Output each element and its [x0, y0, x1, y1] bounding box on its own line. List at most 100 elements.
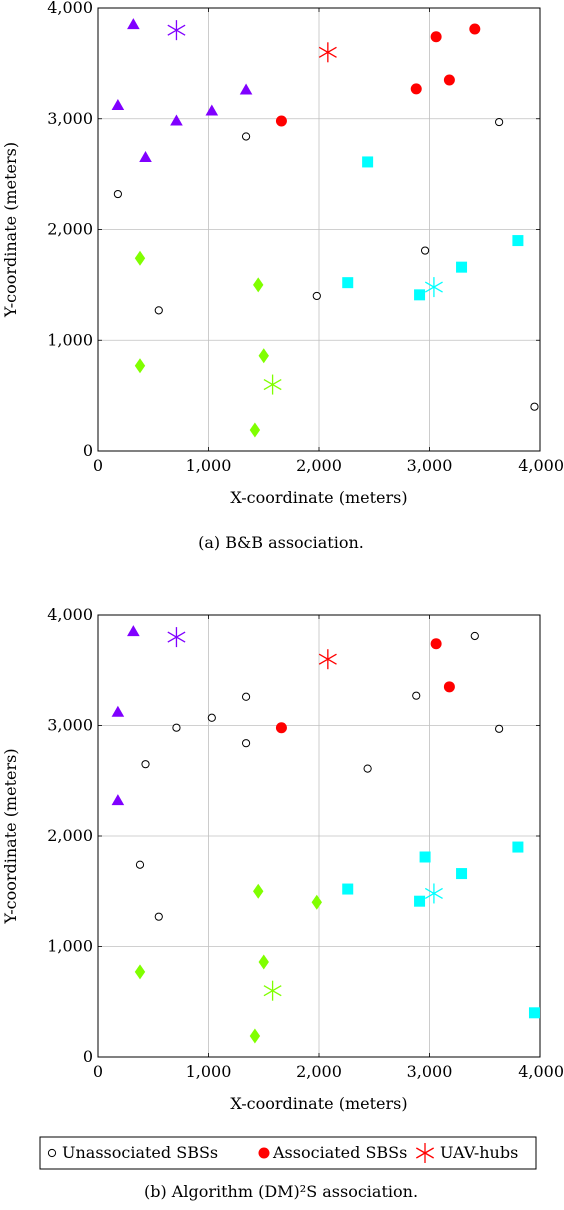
cluster-sbs-diamond	[253, 277, 264, 293]
y-tick-label: 4,000	[47, 0, 93, 17]
associated-sbs-point	[469, 23, 481, 35]
legend-uav-label: UAV-hubs	[440, 1143, 518, 1162]
figure-caption: (a) B&B association.	[198, 533, 364, 552]
y-tick-label: 0	[83, 441, 93, 460]
unassociated-sbs-point	[241, 739, 251, 748]
cluster-sbs-triangle	[127, 18, 140, 30]
legend-uav-marker	[416, 1143, 434, 1163]
x-tick-label: 3,000	[407, 456, 453, 475]
cluster-sbs-triangle	[111, 705, 125, 717]
x-tick-label: 1,000	[186, 1062, 232, 1081]
unassociated-sbs-point	[241, 692, 251, 701]
unassociated-sbs-point	[412, 691, 421, 700]
x-tick-label: 4,000	[518, 1062, 564, 1081]
grid-lines	[98, 8, 540, 451]
uav-hub-point	[318, 649, 337, 670]
cluster-sbs-square	[419, 851, 431, 863]
legend-unassociated-label: Unassociated SBSs	[62, 1143, 218, 1162]
x-axis-label: X-coordinate (meters)	[230, 1094, 407, 1113]
cluster-sbs-diamond	[258, 348, 269, 364]
grid-lines	[98, 615, 540, 1057]
unassociated-sbs-point	[154, 912, 163, 921]
cluster-sbs-square	[342, 883, 354, 895]
cluster-sbs-square	[362, 156, 374, 168]
x-tick-label: 2,000	[296, 1062, 342, 1081]
y-tick-label: 3,000	[47, 716, 93, 735]
unassociated-sbs-point	[420, 246, 430, 255]
cluster-sbs-square	[342, 277, 354, 289]
uav-hub-point	[424, 883, 443, 904]
cluster-sbs-diamond	[134, 964, 146, 980]
cluster-sbs-triangle	[111, 794, 125, 806]
cluster-sbs-square	[512, 235, 524, 247]
uav-hub-point	[263, 980, 282, 1001]
x-tick-label: 1,000	[186, 456, 232, 475]
cluster-sbs-square	[414, 895, 426, 907]
y-tick-label: 1,000	[47, 330, 93, 349]
associated-sbs-point	[430, 638, 442, 650]
y-tick-label: 4,000	[47, 605, 93, 624]
cluster-sbs-diamond	[311, 894, 322, 910]
y-tick-label: 3,000	[47, 109, 93, 128]
associated-sbs-point	[443, 74, 455, 86]
cluster-sbs-diamond	[253, 883, 264, 899]
y-tick-label: 2,000	[47, 220, 93, 239]
y-tick-label: 1,000	[47, 937, 93, 956]
y-tick-label: 0	[83, 1047, 93, 1066]
data-points	[111, 625, 540, 1044]
cluster-sbs-diamond	[258, 954, 269, 970]
x-tick-label: 0	[93, 456, 103, 475]
figure-caption: (b) Algorithm (DM)²S association.	[144, 1182, 418, 1201]
cluster-sbs-triangle	[239, 83, 253, 95]
cluster-sbs-square	[512, 841, 524, 853]
associated-sbs-point	[410, 83, 422, 95]
legend-associated-label: Associated SBSs	[272, 1143, 407, 1162]
y-axis-label: Y-coordinate (meters)	[1, 142, 20, 318]
associated-sbs-point	[430, 31, 442, 43]
legend-associated-marker	[258, 1147, 270, 1159]
associated-sbs-point	[275, 722, 287, 734]
legend-box	[39, 1136, 537, 1170]
unassociated-sbs-point	[141, 760, 150, 769]
unassociated-sbs-point	[470, 631, 479, 641]
unassociated-sbs-point	[154, 306, 163, 315]
uav-hub-point	[263, 374, 282, 395]
unassociated-sbs-point	[530, 402, 539, 411]
chart-panel-b: 0 1,000 2,000 3,000 4,000 0 1,000 2,000 3,000 4,0…	[1, 605, 564, 1201]
cluster-sbs-triangle	[139, 151, 152, 163]
cluster-sbs-diamond	[134, 250, 146, 266]
cluster-sbs-diamond	[249, 1028, 261, 1044]
unassociated-sbs-point	[113, 189, 122, 199]
x-tick-label: 2,000	[296, 456, 342, 475]
unassociated-sbs-point	[495, 724, 504, 733]
cluster-sbs-diamond	[249, 422, 261, 438]
cluster-sbs-triangle	[170, 114, 183, 126]
x-axis-label: X-coordinate (meters)	[230, 488, 407, 507]
unassociated-sbs-point	[495, 117, 504, 127]
cluster-sbs-square	[456, 261, 468, 273]
associated-sbs-point	[443, 681, 455, 693]
unassociated-sbs-point	[172, 723, 181, 732]
unassociated-sbs-point	[135, 860, 145, 869]
x-tick-label: 0	[93, 1062, 103, 1081]
y-axis-label: Y-coordinate (meters)	[1, 748, 20, 924]
x-tick-label: 4,000	[518, 456, 564, 475]
chart-panel-a: 0 1,000 2,000 3,000 4,000 0 1,000 2,000 3,000 4,0…	[1, 0, 564, 552]
cluster-sbs-diamond	[134, 358, 146, 374]
uav-hub-point	[318, 42, 337, 63]
unassociated-sbs-point	[363, 764, 372, 773]
cluster-sbs-triangle	[111, 98, 125, 110]
legend-unassociated-marker	[47, 1148, 57, 1158]
associated-sbs-point	[275, 115, 287, 127]
y-tick-label: 2,000	[47, 826, 93, 845]
uav-hub-point	[167, 20, 186, 41]
uav-hub-point	[167, 627, 186, 648]
cluster-sbs-square	[456, 868, 468, 880]
x-tick-label: 3,000	[407, 1062, 453, 1081]
legend: Unassociated SBSs Associated SBSs UAV-hubs	[39, 1136, 537, 1170]
cluster-sbs-square	[528, 1007, 540, 1019]
data-points	[111, 18, 539, 438]
uav-hub-point	[424, 277, 443, 298]
unassociated-sbs-point	[312, 291, 321, 301]
